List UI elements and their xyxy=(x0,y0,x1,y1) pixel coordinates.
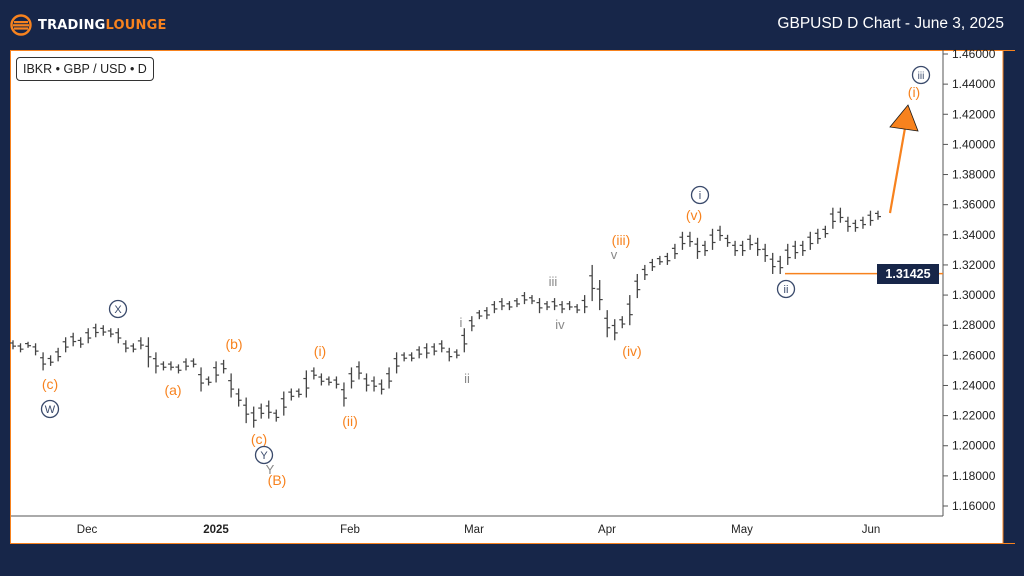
y-tick-label: 1.34000 xyxy=(952,228,996,242)
y-tick-label: 1.32000 xyxy=(952,258,996,272)
wave-label-B: (B) xyxy=(268,472,287,488)
y-axis: 1.46000 1.44000 1.42000 1.40000 1.38000 1.360… xyxy=(943,47,996,513)
y-tick-label: 1.42000 xyxy=(952,107,996,121)
projection-arrow-shaft xyxy=(888,127,907,214)
wave-label-v: v xyxy=(611,247,618,262)
y-tick-label: 1.44000 xyxy=(952,77,996,91)
brand-logo: TRADINGLOUNGE xyxy=(10,14,167,36)
y-tick-label: 1.30000 xyxy=(952,288,996,302)
wave-label-x: X xyxy=(114,304,122,316)
wave-labels: (c)WX(a)(b)(c)Y(B)(i)(ii)iiiiiiivv(iii)(… xyxy=(40,65,931,488)
projection-arrow xyxy=(888,104,919,214)
x-tick-label: Mar xyxy=(464,524,484,536)
wave-label-ii: (ii) xyxy=(342,413,358,429)
current-price-tag: 1.31425 xyxy=(877,263,939,284)
wave-label-iii: iii xyxy=(549,274,558,289)
wave-label-b: (b) xyxy=(225,336,242,352)
x-tick-label: Dec xyxy=(77,524,98,536)
wave-label-i: (i) xyxy=(908,84,920,100)
wave-label-circle xyxy=(690,185,710,205)
wave-label-w: W xyxy=(45,404,56,416)
y-tick-label: 1.24000 xyxy=(952,378,996,392)
wave-label-a: (a) xyxy=(164,382,181,398)
wave-label-i: i xyxy=(460,315,463,330)
wave-label-iii: iii xyxy=(918,71,925,82)
y-tick-label: 1.46000 xyxy=(952,47,996,61)
y-tick-label: 1.28000 xyxy=(952,318,996,332)
wave-label-circle xyxy=(40,399,60,419)
x-tick-label: 2025 xyxy=(203,524,229,536)
wave-label-v: (v) xyxy=(686,207,702,223)
brand-name-part2: LOUNGE xyxy=(105,17,167,33)
x-tick-label: Feb xyxy=(340,524,360,536)
wave-label-c: (c) xyxy=(251,431,267,447)
y-tick-label: 1.26000 xyxy=(952,348,996,362)
y-tick-label: 1.18000 xyxy=(952,469,996,483)
y-tick-label: 1.38000 xyxy=(952,168,996,182)
x-tick-label: May xyxy=(731,524,753,536)
tradinglounge-logo-icon xyxy=(10,14,32,36)
wave-label-circle xyxy=(911,65,931,85)
y-tick-label: 1.22000 xyxy=(952,409,996,423)
brand-name: TRADINGLOUNGE xyxy=(38,18,167,33)
wave-label-y: Y xyxy=(260,450,268,462)
header-bar: TRADINGLOUNGE GBPUSD D Chart - June 3, 2… xyxy=(0,0,1024,50)
wave-label-i: i xyxy=(699,190,701,202)
x-tick-label: Jun xyxy=(862,524,881,536)
wave-label-circle xyxy=(108,299,128,319)
y-tick-label: 1.36000 xyxy=(952,198,996,212)
x-tick-label: Apr xyxy=(598,524,616,536)
chart-title: GBPUSD D Chart - June 3, 2025 xyxy=(777,15,1004,32)
wave-label-iv: iv xyxy=(555,317,565,332)
y-tick-label: 1.20000 xyxy=(952,439,996,453)
wave-label-y-minor: Y xyxy=(266,462,275,477)
wave-label-iii: (iii) xyxy=(612,232,631,248)
wave-label-circle xyxy=(776,279,796,299)
wave-label-c: (c) xyxy=(42,376,58,392)
ohlc-bars xyxy=(10,207,881,428)
wave-label-ii: ii xyxy=(784,284,789,296)
brand-name-part1: TRADING xyxy=(38,17,106,33)
y-tick-label: 1.40000 xyxy=(952,137,996,151)
arrow-up-icon xyxy=(889,104,919,132)
wave-label-i: (i) xyxy=(314,343,326,359)
wave-label-circle xyxy=(254,445,274,465)
chart-panel xyxy=(10,50,1015,544)
wave-label-iv: (iv) xyxy=(622,343,641,359)
right-strip xyxy=(1003,51,1015,543)
x-axis: Dec 2025 Feb Mar Apr May Jun xyxy=(77,524,881,536)
symbol-label[interactable]: IBKR • GBP / USD • D xyxy=(16,57,154,81)
y-tick-label: 1.16000 xyxy=(952,499,996,513)
wave-label-ii: ii xyxy=(464,371,470,386)
